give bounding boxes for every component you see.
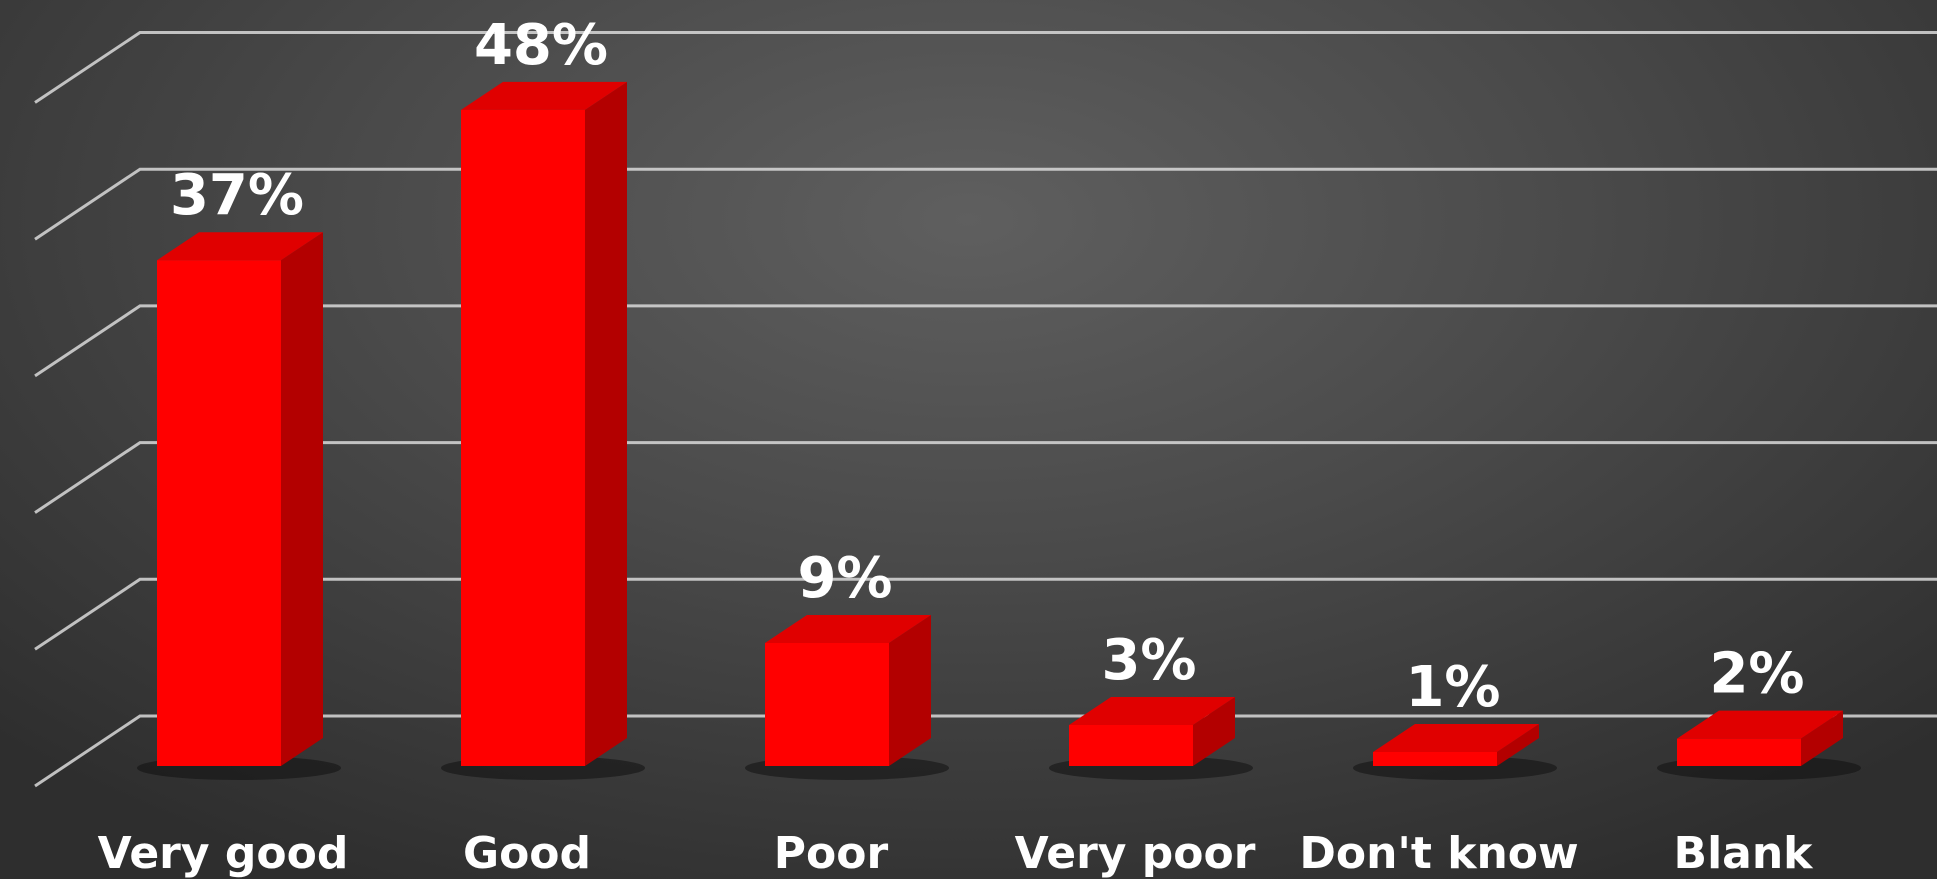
category-label-2: Poor <box>774 828 889 879</box>
bar-3 <box>1069 724 1193 766</box>
bar-4 <box>1373 752 1497 766</box>
data-label-3: 3% <box>1101 628 1196 693</box>
category-label-5: Blank <box>1674 828 1815 879</box>
bar-top <box>157 232 323 261</box>
bars <box>137 81 1861 780</box>
gridline-0 <box>34 714 1937 788</box>
gridline-5 <box>34 31 1937 104</box>
bar-2 <box>765 642 889 766</box>
bar-top <box>1069 696 1235 725</box>
bar-side <box>889 614 931 766</box>
gridlines <box>34 31 1937 788</box>
data-label-0: 37% <box>170 163 304 228</box>
gridline-4 <box>34 167 1937 241</box>
gridline-3 <box>34 304 1937 378</box>
category-label-0: Very good <box>98 828 349 879</box>
bar-5 <box>1677 738 1801 766</box>
bar-top <box>1373 724 1539 752</box>
category-label-4: Don't know <box>1299 828 1578 879</box>
data-labels: 37% 48% 9% 3% 1% 2% <box>170 13 1805 720</box>
bar-side <box>1193 696 1235 766</box>
data-label-2: 9% <box>797 546 892 611</box>
bar-side <box>1497 724 1539 766</box>
bar-top <box>1677 710 1843 739</box>
bar-side <box>281 232 323 766</box>
bar-1 <box>461 109 585 767</box>
gridline-2 <box>34 441 1937 514</box>
category-label-3: Very poor <box>1015 828 1256 879</box>
bar-top <box>765 614 931 643</box>
bar-0 <box>157 260 281 766</box>
data-label-1: 48% <box>474 13 608 78</box>
data-label-4: 1% <box>1405 655 1500 720</box>
bar-side <box>1801 710 1843 766</box>
bar-top <box>461 81 627 110</box>
category-labels: Very good Good Poor Very poor Don't know Blan… <box>98 828 1815 879</box>
bar-side <box>585 81 627 767</box>
category-label-1: Good <box>463 828 591 879</box>
data-label-5: 2% <box>1709 642 1804 707</box>
gridline-1 <box>34 577 1937 651</box>
